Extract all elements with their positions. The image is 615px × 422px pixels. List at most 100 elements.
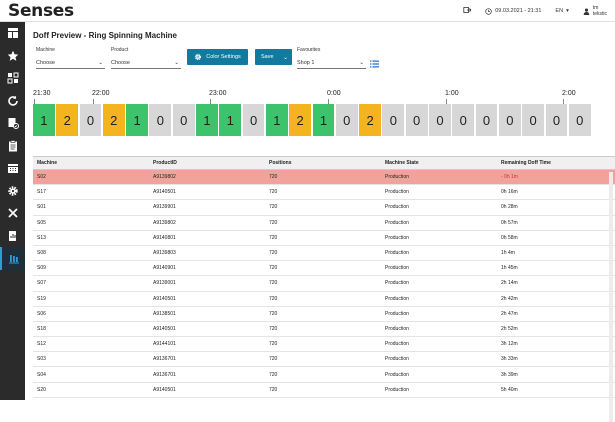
timeline-cell[interactable]: 0 bbox=[79, 104, 102, 136]
sidebar-item-tasks[interactable] bbox=[0, 135, 25, 158]
clipboard-icon bbox=[8, 139, 17, 152]
spinning-machine-icon bbox=[8, 255, 19, 264]
chevron-down-icon: ▾ bbox=[566, 8, 569, 14]
timeline-cell[interactable]: 0 bbox=[545, 104, 568, 136]
timeline-cell[interactable]: 1 bbox=[196, 104, 218, 136]
timeline-cell[interactable]: 1 bbox=[265, 104, 288, 136]
product-select-value: Choose bbox=[111, 59, 130, 66]
save-button[interactable]: Save ⌄ bbox=[255, 49, 292, 65]
table-row[interactable]: S19 A9140501 720 Production 2h 42m bbox=[33, 292, 615, 307]
chevron-down-icon: ⌄ bbox=[282, 54, 288, 61]
timeline-cell[interactable]: 2 bbox=[102, 104, 125, 136]
sidebar-item-doff-preview[interactable] bbox=[0, 247, 25, 270]
column-header-machine[interactable]: Machine bbox=[37, 160, 58, 166]
row-machine-state: Production bbox=[385, 204, 409, 211]
table-row[interactable]: S20 A9140501 720 Production 5h 40m bbox=[33, 383, 615, 398]
timeline-cell[interactable]: 0 bbox=[335, 104, 358, 136]
row-machine: S20 bbox=[37, 386, 46, 393]
row-remaining-doff-time: 1h 45m bbox=[501, 265, 518, 272]
row-productid: A9139001 bbox=[153, 280, 176, 287]
sidebar-item-favorites[interactable] bbox=[0, 45, 25, 68]
product-select[interactable]: Choose ⌄ bbox=[111, 57, 181, 69]
timeline-cell[interactable]: 0 bbox=[405, 104, 428, 136]
row-remaining-doff-time: 2h 52m bbox=[501, 325, 518, 332]
table-row[interactable]: S01 A9139901 720 Production 0h 28m bbox=[33, 200, 615, 216]
row-machine-state: Production bbox=[385, 219, 409, 226]
table-row[interactable]: S05 A9139802 720 Production 0h 57m bbox=[33, 216, 615, 231]
favourites-select[interactable]: Shop 1 ⌄ bbox=[297, 57, 366, 69]
row-machine: S06 bbox=[37, 310, 46, 317]
timeline-cell[interactable]: 0 bbox=[242, 104, 265, 136]
language-select[interactable]: EN ▾ bbox=[555, 8, 568, 14]
color-settings-button[interactable]: Color Settings bbox=[187, 49, 248, 65]
language-text: EN bbox=[555, 8, 564, 14]
sidebar-item-analysis[interactable] bbox=[0, 225, 25, 248]
row-positions: 720 bbox=[269, 265, 278, 272]
timeline-cell[interactable]: 0 bbox=[522, 104, 545, 136]
sidebar-item-dashboard[interactable] bbox=[0, 22, 25, 45]
row-productid: A9136701 bbox=[153, 356, 176, 363]
row-productid: A9140501 bbox=[153, 295, 176, 302]
table-row[interactable]: S18 A9140501 720 Production 2h 52m bbox=[33, 322, 615, 338]
logout-icon[interactable] bbox=[463, 6, 472, 16]
row-positions: 720 bbox=[269, 310, 278, 317]
sidebar-item-reports[interactable] bbox=[0, 112, 25, 135]
table-scrollbar[interactable] bbox=[609, 172, 613, 422]
table-row[interactable]: S12 A9144101 720 Production 3h 12m bbox=[33, 337, 615, 353]
sidebar-item-refresh[interactable] bbox=[0, 90, 25, 113]
table-row[interactable]: S03 A9136701 720 Production 3h 33m bbox=[33, 352, 615, 368]
row-machine-state: Production bbox=[385, 325, 409, 332]
timeline-cell[interactable]: 0 bbox=[568, 104, 591, 136]
timeline-cell[interactable]: 0 bbox=[382, 104, 405, 136]
table-row[interactable]: S08 A9139803 720 Production 1h 4m bbox=[33, 246, 615, 262]
timeline-cell[interactable]: 0 bbox=[149, 104, 172, 136]
row-remaining-doff-time: 0h 57m bbox=[501, 219, 518, 226]
row-remaining-doff-time: 3h 39m bbox=[501, 371, 518, 378]
user-menu[interactable]: tm tekstic bbox=[583, 5, 607, 17]
timeline-cell[interactable]: 2 bbox=[289, 104, 312, 136]
timeline-cell[interactable]: 1 bbox=[312, 104, 335, 136]
machine-select[interactable]: Choose ⌄ bbox=[36, 57, 105, 69]
table-row[interactable]: S09 A9140901 720 Production 1h 45m bbox=[33, 261, 615, 277]
chevron-down-icon: ⌄ bbox=[98, 59, 103, 66]
timeline-cell[interactable]: 0 bbox=[498, 104, 521, 136]
timeline-cell[interactable]: 0 bbox=[475, 104, 498, 136]
timeline-cell[interactable]: 0 bbox=[429, 104, 451, 136]
table-row[interactable]: S02 A9139802 720 Production - 0h 1m bbox=[33, 170, 615, 186]
sidebar-item-calendar[interactable] bbox=[0, 157, 25, 180]
datetime-text: 09.03.2021 - 21:31 bbox=[495, 8, 542, 14]
table-row[interactable]: S13 A9140801 720 Production 0h 58m bbox=[33, 231, 615, 246]
sidebar-item-settings[interactable] bbox=[0, 180, 25, 203]
row-machine-state: Production bbox=[385, 341, 409, 348]
timeline-cell[interactable]: 1 bbox=[126, 104, 148, 136]
timeline-cell[interactable]: 0 bbox=[172, 104, 195, 136]
row-machine-state: Production bbox=[385, 265, 409, 272]
column-header-machine-state[interactable]: Machine State bbox=[385, 160, 419, 166]
timeline-cell[interactable]: 2 bbox=[56, 104, 79, 136]
row-machine: S18 bbox=[37, 325, 46, 332]
timeline-cell[interactable]: 0 bbox=[452, 104, 475, 136]
table-row[interactable]: S04 A9136701 720 Production 3h 39m bbox=[33, 367, 615, 383]
list-icon[interactable] bbox=[370, 60, 379, 68]
row-machine-state: Production bbox=[385, 280, 409, 287]
timeline-tick-label: 22:00 bbox=[92, 90, 110, 97]
datetime-display: 09.03.2021 - 21:31 bbox=[485, 7, 542, 15]
favourites-label: Favourites bbox=[297, 47, 321, 53]
table-row[interactable]: S06 A9138501 720 Production 2h 47m bbox=[33, 307, 615, 322]
sidebar-item-maintenance[interactable] bbox=[0, 202, 25, 225]
row-remaining-doff-time: 0h 28m bbox=[501, 204, 518, 211]
row-machine-state: Production bbox=[385, 189, 409, 196]
timeline-tick-mark bbox=[34, 99, 35, 105]
column-header-remaining-doff-time[interactable]: Remaining Doff Time bbox=[501, 160, 551, 166]
row-machine-state: Production bbox=[385, 250, 409, 257]
row-machine: S12 bbox=[37, 341, 46, 348]
table-row[interactable]: S07 A9139001 720 Production 2h 14m bbox=[33, 276, 615, 292]
timeline-cell[interactable]: 1 bbox=[33, 104, 55, 136]
document-check-icon bbox=[8, 118, 19, 130]
column-header-positions[interactable]: Positions bbox=[269, 160, 292, 166]
timeline-cell[interactable]: 1 bbox=[219, 104, 242, 136]
sidebar-item-grid[interactable] bbox=[0, 67, 25, 90]
table-row[interactable]: S17 A9140501 720 Production 0h 16m bbox=[33, 185, 615, 201]
column-header-productid[interactable]: ProductID bbox=[153, 160, 177, 166]
timeline-cell[interactable]: 2 bbox=[359, 104, 381, 136]
